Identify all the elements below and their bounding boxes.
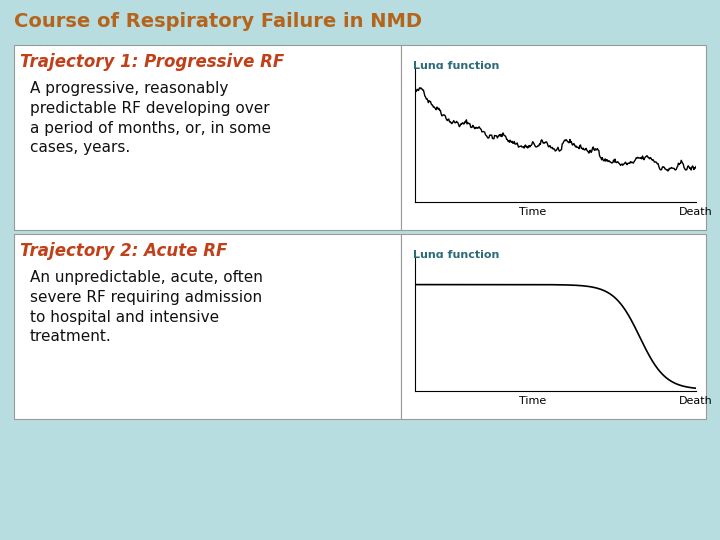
Text: A progressive, reasonably
predictable RF developing over
a period of months, or,: A progressive, reasonably predictable RF…	[30, 81, 271, 156]
Text: Trajectory 1: Progressive RF: Trajectory 1: Progressive RF	[20, 53, 284, 71]
Text: Death: Death	[679, 396, 713, 406]
Text: Death: Death	[679, 207, 713, 217]
Text: Course of Respiratory Failure in NMD: Course of Respiratory Failure in NMD	[14, 12, 422, 31]
FancyBboxPatch shape	[14, 234, 401, 419]
Text: Lung function: Lung function	[413, 250, 500, 260]
FancyBboxPatch shape	[14, 45, 401, 230]
Text: An unpredictable, acute, often
severe RF requiring admission
to hospital and int: An unpredictable, acute, often severe RF…	[30, 270, 263, 345]
Text: Time: Time	[519, 396, 546, 406]
FancyBboxPatch shape	[401, 234, 706, 419]
FancyBboxPatch shape	[401, 45, 706, 230]
Text: Lung function: Lung function	[413, 61, 500, 71]
Text: Time: Time	[519, 207, 546, 217]
Text: Trajectory 2: Acute RF: Trajectory 2: Acute RF	[20, 242, 228, 260]
